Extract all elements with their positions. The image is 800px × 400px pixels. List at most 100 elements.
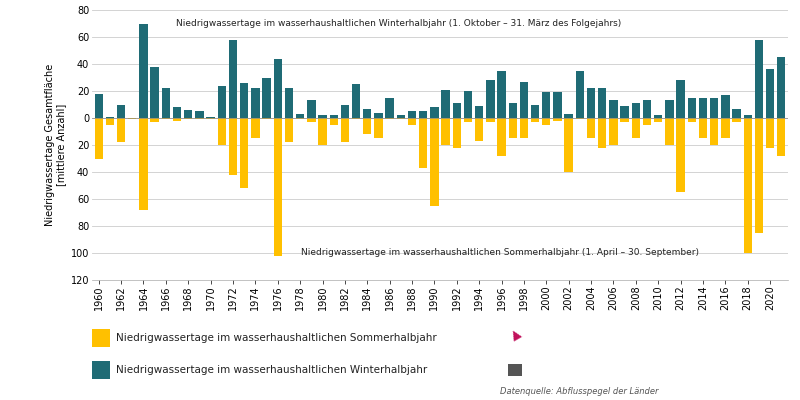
Y-axis label: Niedrigwassertage Gesamtfläche
[mittlere Anzahl]: Niedrigwassertage Gesamtfläche [mittlere… bbox=[45, 64, 66, 226]
Bar bbox=[509, 103, 517, 118]
Bar bbox=[218, 86, 226, 118]
Text: Datenquelle: Abflusspegel der Länder: Datenquelle: Abflusspegel der Länder bbox=[500, 387, 658, 396]
Bar bbox=[498, 71, 506, 118]
Bar bbox=[229, 118, 237, 175]
Bar bbox=[352, 84, 360, 118]
Bar bbox=[173, 107, 182, 118]
Bar bbox=[274, 59, 282, 118]
Bar bbox=[240, 118, 248, 188]
Bar bbox=[330, 115, 338, 118]
Bar bbox=[498, 118, 506, 156]
Bar bbox=[240, 83, 248, 118]
Bar bbox=[676, 118, 685, 192]
Text: Niedrigwassertage im wasserhaushaltlichen Winterhalbjahr (1. Oktober – 31. März : Niedrigwassertage im wasserhaushaltliche… bbox=[175, 20, 621, 28]
Bar bbox=[743, 115, 752, 118]
Bar bbox=[531, 118, 539, 122]
Bar bbox=[318, 115, 326, 118]
Bar bbox=[687, 98, 696, 118]
Bar bbox=[106, 118, 114, 125]
Bar bbox=[542, 118, 550, 125]
Bar bbox=[296, 118, 304, 119]
Bar bbox=[643, 100, 651, 118]
Bar bbox=[195, 111, 204, 118]
Bar bbox=[766, 118, 774, 148]
Bar bbox=[475, 118, 483, 141]
Bar bbox=[632, 103, 640, 118]
Bar bbox=[698, 98, 707, 118]
Bar bbox=[296, 114, 304, 118]
Bar bbox=[453, 118, 461, 148]
Bar bbox=[218, 118, 226, 145]
Bar bbox=[598, 118, 606, 148]
Bar bbox=[419, 118, 427, 168]
Bar bbox=[486, 118, 494, 122]
Bar bbox=[363, 108, 371, 118]
Bar bbox=[721, 118, 730, 138]
Bar bbox=[598, 88, 606, 118]
Bar bbox=[374, 113, 382, 118]
Bar bbox=[307, 118, 315, 122]
Bar bbox=[139, 24, 148, 118]
Bar bbox=[710, 98, 718, 118]
Bar bbox=[150, 118, 159, 122]
Bar bbox=[195, 118, 204, 119]
Bar bbox=[352, 118, 360, 119]
Bar bbox=[464, 91, 472, 118]
Bar bbox=[698, 118, 707, 138]
Bar bbox=[363, 118, 371, 134]
Bar bbox=[743, 118, 752, 253]
Bar bbox=[341, 104, 349, 118]
Bar bbox=[587, 118, 595, 138]
Bar bbox=[565, 118, 573, 172]
Bar bbox=[341, 118, 349, 142]
Bar bbox=[665, 118, 674, 145]
Bar bbox=[285, 118, 293, 142]
Bar bbox=[554, 118, 562, 121]
Bar bbox=[274, 118, 282, 256]
Bar bbox=[587, 88, 595, 118]
Bar bbox=[610, 118, 618, 145]
Bar bbox=[654, 118, 662, 122]
Text: Niedrigwassertage im wasserhaushaltlichen Winterhalbjahr: Niedrigwassertage im wasserhaushaltliche… bbox=[116, 365, 427, 375]
Bar bbox=[206, 117, 215, 118]
Bar bbox=[777, 118, 786, 156]
Bar bbox=[117, 104, 126, 118]
Bar bbox=[687, 118, 696, 122]
Bar bbox=[229, 40, 237, 118]
Bar bbox=[665, 100, 674, 118]
Bar bbox=[307, 100, 315, 118]
Bar bbox=[554, 92, 562, 118]
Bar bbox=[766, 69, 774, 118]
Bar bbox=[117, 118, 126, 142]
Bar bbox=[610, 100, 618, 118]
Bar bbox=[576, 118, 584, 119]
Bar bbox=[94, 94, 103, 118]
Bar bbox=[162, 88, 170, 118]
Bar bbox=[386, 118, 394, 119]
Bar bbox=[621, 106, 629, 118]
Bar bbox=[374, 118, 382, 138]
Bar bbox=[184, 118, 193, 119]
Bar bbox=[419, 111, 427, 118]
Bar bbox=[542, 92, 550, 118]
Bar bbox=[442, 118, 450, 145]
Bar bbox=[397, 118, 405, 119]
Bar bbox=[150, 67, 159, 118]
Bar bbox=[173, 118, 182, 121]
Bar bbox=[754, 118, 763, 233]
Bar bbox=[754, 40, 763, 118]
Bar bbox=[330, 118, 338, 125]
Bar bbox=[453, 103, 461, 118]
Bar bbox=[386, 98, 394, 118]
Bar bbox=[654, 115, 662, 118]
Bar bbox=[632, 118, 640, 138]
Text: Niedrigwassertage im wasserhaushaltlichen Sommerhalbjahr (1. April – 30. Septemb: Niedrigwassertage im wasserhaushaltliche… bbox=[301, 248, 699, 257]
Text: ▲: ▲ bbox=[508, 326, 523, 342]
Bar bbox=[162, 118, 170, 119]
Bar bbox=[621, 118, 629, 122]
Bar bbox=[531, 104, 539, 118]
Bar bbox=[397, 115, 405, 118]
Bar bbox=[643, 118, 651, 125]
Bar bbox=[262, 118, 270, 119]
Bar bbox=[777, 57, 786, 118]
